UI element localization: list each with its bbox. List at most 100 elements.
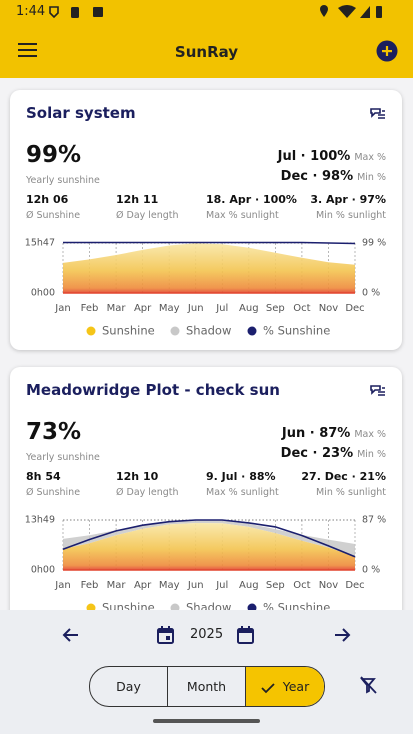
min-label: Min % [357, 449, 386, 460]
icon [378, 110, 385, 119]
chart-options-button[interactable] [370, 384, 386, 398]
add-button[interactable] [376, 40, 398, 62]
next-button[interactable] [333, 627, 351, 643]
x-tick-label: May [159, 580, 180, 591]
x-tick-label: Apr [134, 580, 152, 591]
stat-label: Min % sunlight [316, 210, 386, 221]
max-row: Jun · 87% Max % [282, 422, 386, 441]
y2-tick-label: 0 % [362, 565, 380, 576]
yearly-value: 99% [26, 142, 82, 168]
chart-options-button[interactable] [370, 107, 386, 121]
home-indicator [153, 719, 260, 723]
previous-button[interactable] [62, 627, 80, 643]
stat-label: Max % sunlight [206, 487, 279, 498]
app-title: SunRay [174, 43, 239, 61]
filter-off-button[interactable] [359, 676, 377, 694]
stat-value: 12h 10 [116, 470, 159, 483]
x-tick-label: Jan [54, 303, 70, 314]
max-row: Jul · 100% Max % [278, 145, 386, 164]
percent-line [63, 241, 356, 245]
yearly-label: Yearly sunshine [26, 175, 100, 186]
status-right-icons [320, 5, 382, 18]
year-tab[interactable]: Year [246, 667, 324, 706]
min-value: Dec · 98% [280, 169, 354, 184]
x-tick-label: Jul [215, 303, 228, 314]
x-tick-label: Feb [81, 303, 99, 314]
y-tick-label: 0h00 [31, 565, 55, 576]
stat-label: Min % sunlight [316, 487, 386, 498]
x-tick-label: Apr [134, 303, 152, 314]
legend-marker [247, 326, 257, 336]
stat-value: 12h 06 [26, 193, 69, 206]
x-tick-label: Jan [54, 580, 70, 591]
x-tick-label: Jul [215, 580, 228, 591]
stat-value: 12h 11 [116, 193, 159, 206]
x-tick-label: Nov [319, 303, 339, 314]
month-tab[interactable]: Month [168, 667, 246, 706]
y-tick-label: 0h00 [31, 288, 55, 299]
y-tick-label: 13h49 [25, 515, 55, 526]
calendar-icon[interactable] [237, 626, 255, 644]
max-label: Max % [354, 152, 386, 163]
x-tick-label: Mar [107, 303, 127, 314]
stat-value: 3. Apr · 97% [310, 193, 386, 206]
y-tick-label: 15h47 [25, 238, 55, 249]
day-tab[interactable]: Day [90, 667, 168, 706]
status-time: 1:44 [16, 4, 46, 19]
year-label: 2025 [190, 627, 224, 642]
x-tick-label: Aug [239, 303, 259, 314]
x-tick-label: Dec [345, 303, 364, 314]
legend-label: Shadow [186, 324, 231, 338]
icon [370, 108, 381, 118]
min-row: Dec · 98% Min % [281, 165, 386, 184]
stat-value: 18. Apr · 100% [206, 193, 297, 206]
card-title: Solar system [26, 104, 136, 122]
x-tick-label: Sep [266, 303, 285, 314]
max-value: Jun · 87% [281, 426, 351, 441]
stat-label: Ø Sunshine [26, 210, 81, 221]
stat-value: 8h 54 [26, 470, 61, 483]
icon [370, 385, 381, 395]
y2-tick-label: 87 % [362, 515, 386, 526]
legend-label: % Sunshine [263, 324, 330, 338]
check-icon [261, 682, 275, 693]
min-label: Min % [357, 172, 386, 183]
yearly-value: 73% [26, 419, 82, 445]
x-tick-label: Oct [293, 580, 310, 591]
y2-tick-label: 99 % [362, 238, 386, 249]
max-value: Jul · 100% [277, 149, 351, 164]
calendar-icon[interactable] [157, 626, 175, 644]
view-toggle: Day Month Year [89, 666, 325, 707]
card: Solar system 99% Yearly sunshine Jul · 100%… [10, 90, 402, 350]
x-tick-label: Aug [239, 580, 259, 591]
x-tick-label: Feb [81, 580, 99, 591]
x-tick-label: Sep [266, 580, 285, 591]
stat-label: Ø Day length [116, 210, 179, 221]
sunshine-area [63, 243, 355, 293]
icon [378, 387, 385, 396]
card: Meadowridge Plot - check sun 73% Yearly su… [10, 367, 402, 627]
y2-tick-label: 0 % [362, 288, 380, 299]
min-row: Dec · 23% Min % [281, 442, 386, 461]
x-tick-label: May [159, 303, 180, 314]
stat-value: 9. Jul · 88% [206, 470, 276, 483]
percent-line [62, 519, 356, 558]
x-tick-label: Nov [319, 580, 339, 591]
legend-marker [170, 326, 180, 336]
x-tick-label: Jun [187, 303, 204, 314]
year-tab-label: Year [282, 679, 310, 694]
min-value: Dec · 23% [280, 446, 354, 461]
x-tick-label: Oct [293, 303, 310, 314]
status-icons [49, 6, 103, 19]
menu-button[interactable] [18, 42, 38, 58]
chart: Jan Feb Mar Apr May Jun Jul Aug Sep Oct Nov Dec 0h00… [25, 515, 386, 615]
stat-label: Ø Day length [116, 487, 179, 498]
yearly-label: Yearly sunshine [26, 452, 100, 463]
x-tick-label: Dec [345, 580, 364, 591]
sunshine-area [63, 523, 355, 570]
stat-label: Ø Sunshine [26, 487, 81, 498]
card-title: Meadowridge Plot - check sun [26, 381, 280, 399]
stat-label: Max % sunlight [206, 210, 279, 221]
legend-label: Sunshine [102, 324, 155, 338]
x-tick-label: Jun [187, 580, 204, 591]
